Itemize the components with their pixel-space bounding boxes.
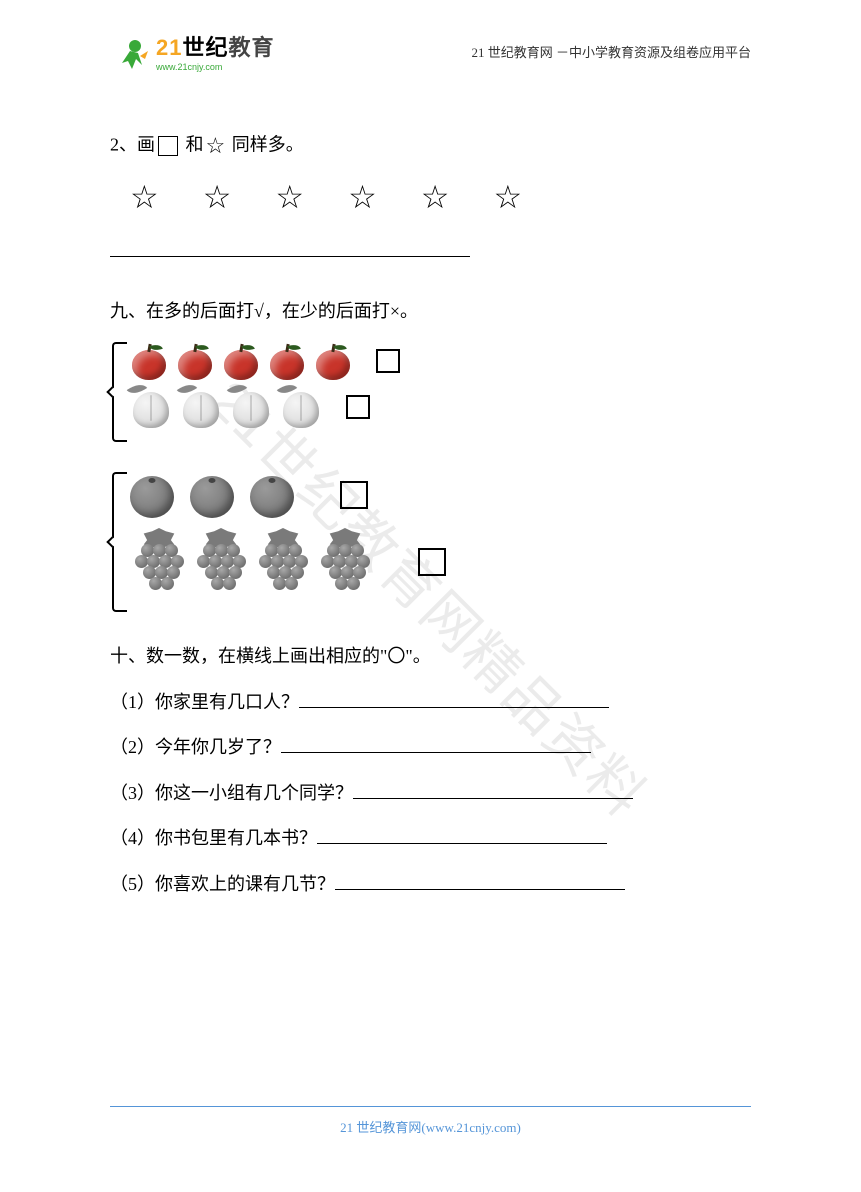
q10-item-text: 今年你几岁了？ <box>155 728 281 768</box>
q10-title: 十、数一数，在横线上画出相应的"〇"。 <box>110 637 751 677</box>
q10-item-text: 你书包里有几本书？ <box>155 819 317 859</box>
orange-row <box>130 472 751 518</box>
q10-blank[interactable] <box>281 752 591 753</box>
q10-item: （2）今年你几岁了？ <box>110 728 751 768</box>
question-2: 2、画 和☆ 同样多。 ☆ ☆ ☆ ☆ ☆ ☆ <box>110 122 751 262</box>
logo-main-text: 21世纪教育 <box>156 30 275 62</box>
q2-mid: 和 <box>181 134 204 154</box>
grape-row <box>130 528 751 596</box>
apple-row <box>130 342 751 380</box>
q10-item: （1）你家里有几口人？ <box>110 683 751 723</box>
q10-blank[interactable] <box>317 843 607 844</box>
q2-prefix: 2、画 <box>110 134 155 154</box>
bracket-icon <box>112 472 127 612</box>
apple-icon <box>176 342 214 380</box>
q9-title: 九、在多的后面打√，在少的后面打×。 <box>110 292 751 332</box>
q2-blank[interactable] <box>110 256 470 257</box>
apple-icon <box>314 342 352 380</box>
peach-icon <box>130 386 172 428</box>
stars-row: ☆ ☆ ☆ ☆ ☆ ☆ <box>130 178 751 216</box>
peach-icon <box>180 386 222 428</box>
q10-item-num: （3） <box>110 774 155 814</box>
checkbox[interactable] <box>340 481 368 509</box>
orange-icon <box>190 472 236 518</box>
q10-item: （4）你书包里有几本书？ <box>110 819 751 859</box>
q10-item-num: （4） <box>110 819 155 859</box>
logo-icon <box>110 31 150 71</box>
logo: 21世纪教育 www.21cnjy.com <box>110 30 275 72</box>
q10-item: （3）你这一小组有几个同学？ <box>110 774 751 814</box>
q9-group2 <box>130 472 751 612</box>
q10-item-text: 你这一小组有几个同学？ <box>155 774 353 814</box>
q10-item-num: （1） <box>110 683 155 723</box>
grape-icon <box>316 528 374 596</box>
q10-blank[interactable] <box>353 798 633 799</box>
checkbox[interactable] <box>376 349 400 373</box>
apple-icon <box>222 342 260 380</box>
peach-icon <box>280 386 322 428</box>
question-10: 十、数一数，在横线上画出相应的"〇"。 （1）你家里有几口人？（2）今年你几岁了… <box>110 637 751 905</box>
q10-blank[interactable] <box>335 889 625 890</box>
checkbox[interactable] <box>346 395 370 419</box>
page-footer: 21 世纪教育网(www.21cnjy.com) <box>110 1106 751 1137</box>
peach-icon <box>230 386 272 428</box>
grape-icon <box>254 528 312 596</box>
checkbox[interactable] <box>418 548 446 576</box>
square-icon <box>158 136 178 156</box>
q2-suffix: 同样多。 <box>227 134 304 154</box>
star-icon: ☆ <box>206 122 226 170</box>
q10-item-text: 你家里有几口人？ <box>155 683 299 723</box>
apple-icon <box>268 342 306 380</box>
grape-icon <box>130 528 188 596</box>
q10-item-text: 你喜欢上的课有几节？ <box>155 865 335 905</box>
apple-icon <box>130 342 168 380</box>
q10-item: （5）你喜欢上的课有几节？ <box>110 865 751 905</box>
orange-icon <box>130 472 176 518</box>
header-right-text: 21 世纪教育网 －中小学教育资源及组卷应用平台 <box>471 42 751 61</box>
bracket-icon <box>112 342 127 442</box>
page-header: 21世纪教育 www.21cnjy.com 21 世纪教育网 －中小学教育资源及… <box>110 30 751 72</box>
orange-icon <box>250 472 296 518</box>
logo-url: www.21cnjy.com <box>156 62 275 72</box>
q10-blank[interactable] <box>299 707 609 708</box>
grape-icon <box>192 528 250 596</box>
q10-item-num: （5） <box>110 865 155 905</box>
question-9: 九、在多的后面打√，在少的后面打×。 <box>110 292 751 612</box>
footer-text: 21 世纪教育网(www.21cnjy.com) <box>340 1120 521 1135</box>
q10-item-num: （2） <box>110 728 155 768</box>
q9-group1 <box>130 342 751 442</box>
peach-row <box>130 386 751 428</box>
